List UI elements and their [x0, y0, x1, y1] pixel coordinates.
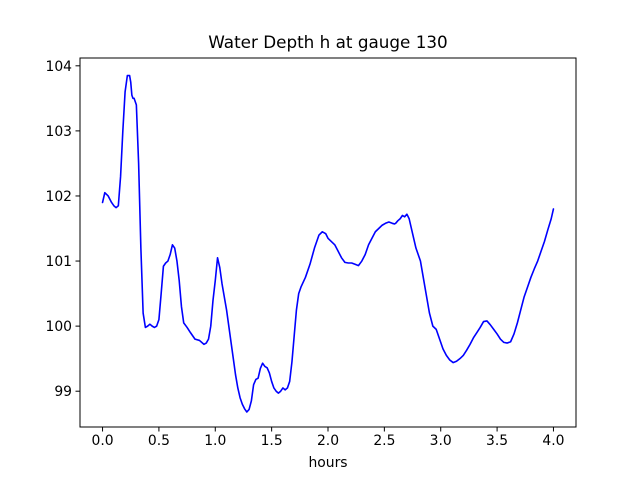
- x-tick-label: 2.0: [317, 433, 339, 449]
- chart-title: Water Depth h at gauge 130: [208, 32, 447, 52]
- y-tick-label: 102: [45, 189, 72, 205]
- x-tick-label: 0.0: [91, 433, 113, 449]
- axes: 0.0 0.5 1.0 1.5 2.0 2.5 3.0 3.5 4.0 99 100 101 102 10…: [45, 57, 577, 449]
- x-axis-label: hours: [308, 455, 347, 471]
- x-tick-label: 3.0: [430, 433, 452, 449]
- y-tick-label: 99: [54, 384, 72, 400]
- y-tick-label: 103: [45, 124, 72, 140]
- x-tick-label: 1.5: [261, 433, 283, 449]
- y-tick-label: 101: [45, 254, 72, 270]
- plot-area: [101, 74, 555, 413]
- x-tick-label: 0.5: [148, 433, 170, 449]
- y-tick-label: 100: [45, 319, 72, 335]
- x-tick-label: 2.5: [373, 433, 395, 449]
- x-tick-label: 3.5: [486, 433, 508, 449]
- y-tick-label: 104: [45, 59, 72, 75]
- x-tick-label: 1.0: [204, 433, 226, 449]
- x-tick-label: 4.0: [542, 433, 564, 449]
- series-line-0: [101, 74, 555, 413]
